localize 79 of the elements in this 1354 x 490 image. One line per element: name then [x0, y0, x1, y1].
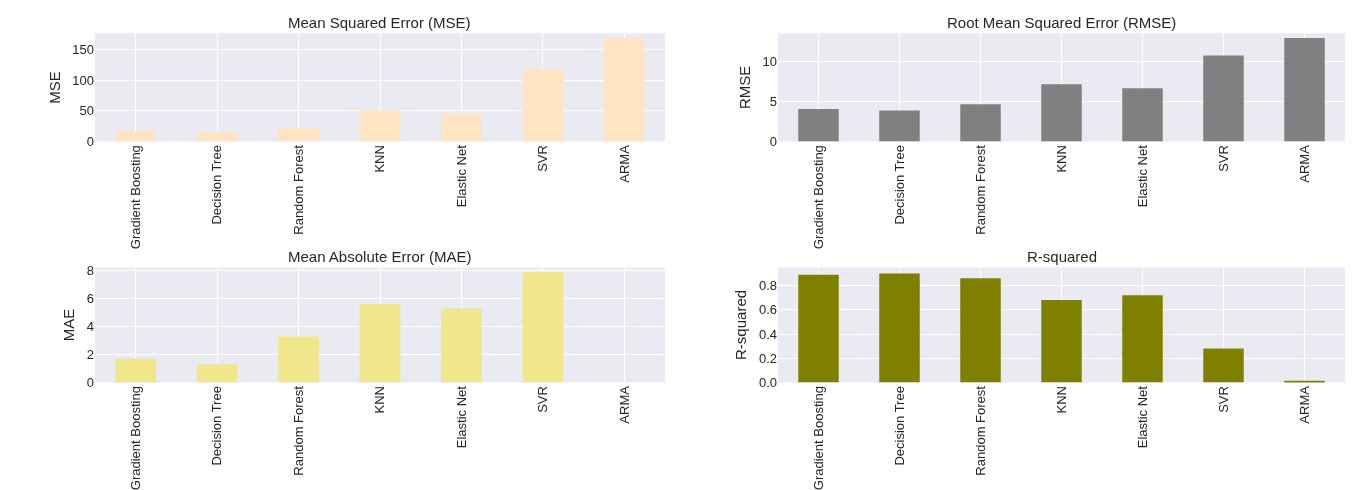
bar	[960, 104, 1001, 142]
bar	[359, 110, 401, 142]
x-tick-label: Random Forest	[972, 385, 988, 476]
chart-title: Root Mean Squared Error (RMSE)	[947, 14, 1177, 31]
x-tick-label: ARMA	[1296, 144, 1312, 183]
x-tick-label: ARMA	[616, 144, 632, 183]
bar	[522, 272, 564, 383]
bar	[603, 38, 645, 142]
y-axis-title: RMSE	[735, 65, 753, 110]
x-tick-label: Elastic Net	[1134, 385, 1150, 449]
x-tick-label: Random Forest	[290, 144, 306, 235]
chart-title: R-squared	[1027, 248, 1098, 265]
y-tick-label: 2	[86, 347, 94, 363]
x-tick-label: SVR	[1215, 145, 1231, 172]
y-axis-title: R-squared	[732, 289, 750, 360]
chart-title: Mean Absolute Error (MAE)	[288, 248, 472, 265]
bar	[441, 308, 482, 383]
y-tick-label: 0.4	[758, 326, 777, 342]
chart-title: Mean Squared Error (MSE)	[288, 14, 471, 31]
bar	[115, 358, 157, 383]
y-tick-label: 0	[769, 134, 777, 150]
x-tick-label: Gradient Boosting	[127, 145, 143, 250]
y-tick-label: 4	[86, 319, 94, 335]
x-tick-label: SVR	[535, 386, 551, 413]
bar	[359, 304, 401, 383]
y-tick-label: 0.0	[758, 375, 777, 391]
y-tick-label: 8	[86, 263, 94, 279]
x-tick-label: Elastic Net	[1134, 144, 1150, 208]
bar	[879, 273, 920, 383]
y-axis-title: MAE	[60, 308, 78, 342]
bar	[1284, 38, 1325, 142]
x-tick-label: Random Forest	[290, 385, 306, 476]
bar	[960, 278, 1001, 383]
bar	[798, 274, 839, 383]
y-tick-label: 100	[72, 72, 94, 88]
y-tick-label: 0.2	[758, 350, 777, 366]
bar	[522, 69, 564, 142]
x-tick-label: Random Forest	[972, 144, 988, 235]
x-tick-label: Decision Tree	[891, 145, 907, 225]
x-tick-label: ARMA	[616, 385, 632, 424]
x-tick-label: Elastic Net	[453, 144, 469, 208]
x-tick-label: ARMA	[1296, 385, 1312, 424]
bar	[1122, 88, 1163, 142]
bar	[196, 132, 238, 142]
x-tick-label: SVR	[1215, 386, 1231, 413]
x-tick-label: KNN	[372, 145, 388, 173]
x-tick-label: Gradient Boosting	[810, 145, 826, 250]
x-tick-label: KNN	[372, 386, 388, 414]
bar	[115, 131, 157, 142]
bar	[1122, 295, 1163, 383]
bar	[1203, 55, 1244, 142]
bar	[278, 128, 319, 142]
y-tick-label: 50	[79, 103, 94, 119]
bar	[1041, 300, 1082, 383]
bar	[441, 113, 482, 142]
x-tick-label: SVR	[535, 145, 551, 172]
y-tick-label: 0.8	[758, 278, 777, 294]
bar	[1203, 348, 1244, 383]
x-tick-label: Decision Tree	[209, 145, 225, 225]
bar	[196, 364, 238, 383]
x-tick-label: Elastic Net	[453, 385, 469, 449]
y-tick-label: 10	[762, 54, 777, 70]
y-tick-label: 5	[769, 94, 777, 110]
x-tick-label: Gradient Boosting	[810, 386, 826, 490]
x-tick-label: Decision Tree	[891, 386, 907, 466]
x-tick-label: KNN	[1053, 145, 1069, 173]
y-tick-label: 0.6	[758, 302, 777, 318]
bar	[798, 108, 839, 142]
bar	[879, 110, 920, 142]
y-tick-label: 0	[86, 375, 94, 391]
y-tick-label: 150	[72, 41, 94, 57]
bar	[1041, 84, 1082, 142]
y-tick-label: 0	[86, 134, 94, 150]
x-tick-label: Gradient Boosting	[127, 386, 143, 490]
bar	[278, 336, 319, 383]
x-tick-label: KNN	[1053, 386, 1069, 414]
y-tick-label: 6	[86, 291, 94, 307]
y-axis-title: MSE	[45, 71, 63, 104]
x-tick-label: Decision Tree	[209, 386, 225, 466]
